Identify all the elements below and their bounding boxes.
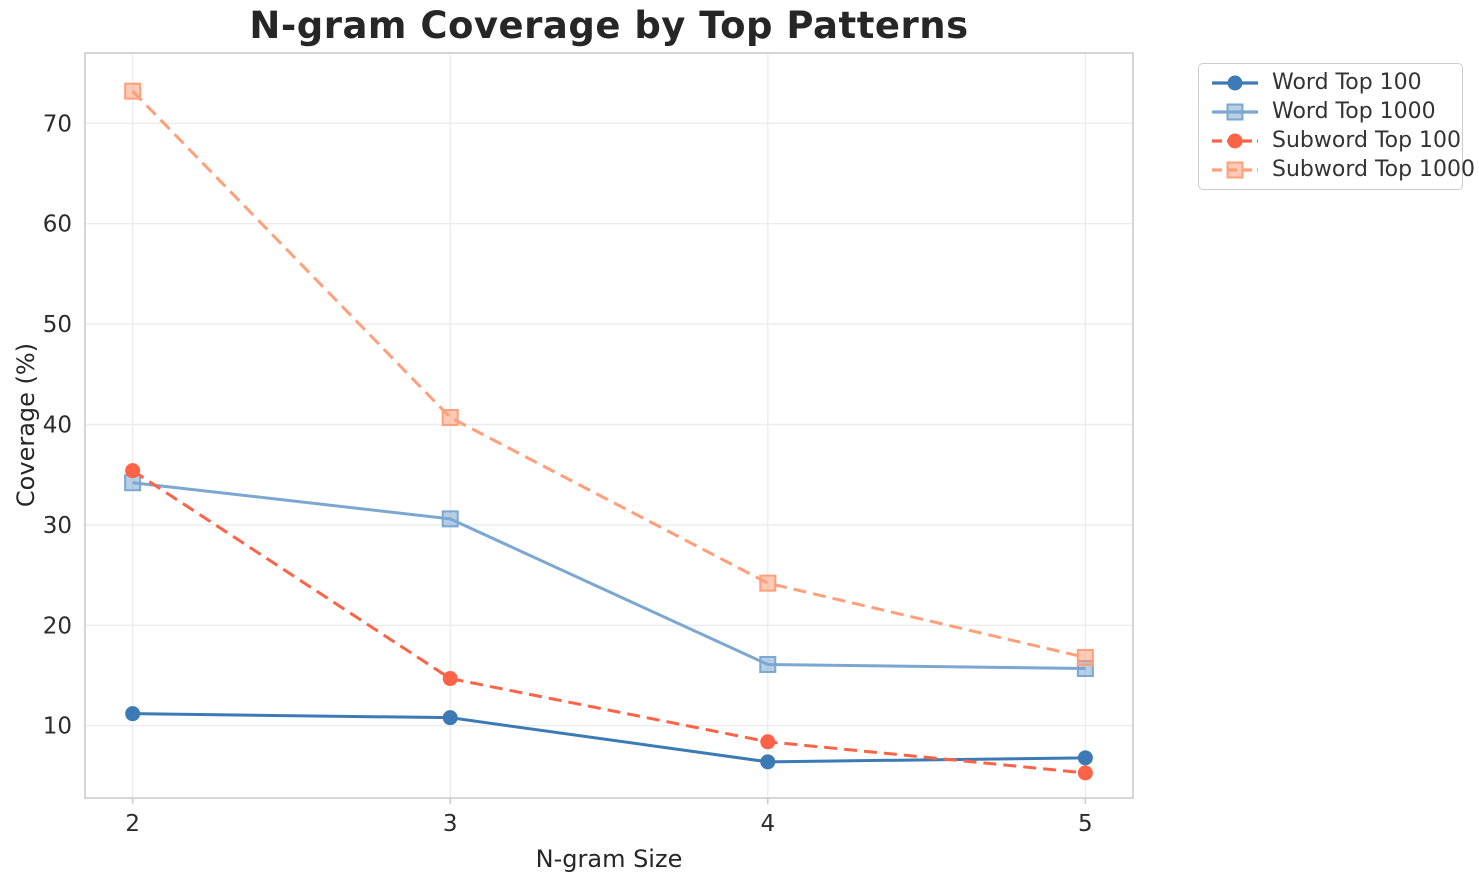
data-point-marker	[760, 734, 776, 750]
legend-label: Subword Top 1000	[1272, 156, 1476, 182]
data-point-marker	[442, 710, 458, 726]
svg-text:4: 4	[760, 811, 775, 837]
x-axis-label: N-gram Size	[535, 845, 683, 873]
series-line	[131, 90, 1086, 659]
y-tick-labels: 10 20 30 40 50 60 70	[43, 111, 72, 739]
x-tick-labels: 2 3 4 5	[125, 811, 1092, 837]
series-line	[132, 481, 1086, 670]
data-point-marker	[441, 510, 459, 528]
chart-title: N-gram Coverage by Top Patterns	[249, 4, 969, 47]
svg-text:30: 30	[43, 513, 72, 539]
legend-label: Word Top 1000	[1272, 99, 1436, 125]
legend-item-word-top-1000: Word Top 1000	[1211, 100, 1456, 124]
x-tick-marks	[131, 798, 1087, 804]
data-point-marker	[442, 671, 458, 687]
data-point-marker	[124, 82, 142, 100]
data-point-marker	[125, 463, 141, 479]
gridlines	[85, 53, 1133, 798]
data-point-marker	[1076, 648, 1094, 666]
data-point-marker	[759, 655, 777, 673]
data-point-marker	[125, 706, 141, 722]
svg-text:50: 50	[43, 312, 72, 338]
svg-text:60: 60	[43, 212, 72, 238]
series-subword-top-100	[125, 463, 1093, 781]
data-point-marker	[760, 754, 776, 770]
data-point-marker	[1077, 750, 1093, 766]
legend-circle-marker-icon	[1212, 133, 1258, 149]
svg-text:10: 10	[43, 714, 72, 740]
svg-text:2: 2	[125, 811, 140, 837]
data-point-marker	[1077, 765, 1093, 781]
plot-border	[84, 52, 1134, 799]
legend: Word Top 100 Word Top 1000 Subword Top 100…	[1198, 63, 1475, 190]
legend-square-marker-icon	[1212, 161, 1258, 179]
legend-square-marker-icon	[1212, 103, 1258, 121]
data-point-marker	[441, 408, 459, 426]
legend-item-word-top-100: Word Top 100	[1211, 71, 1456, 95]
svg-text:40: 40	[43, 412, 72, 438]
legend-label: Word Top 100	[1272, 70, 1422, 96]
series-word-top-1000	[124, 474, 1094, 677]
series-word-top-100	[125, 706, 1093, 770]
data-point-marker	[759, 574, 777, 592]
legend-item-subword-top-1000: Subword Top 1000	[1211, 158, 1475, 182]
svg-text:20: 20	[43, 613, 72, 639]
series-subword-top-1000	[124, 82, 1094, 666]
svg-text:70: 70	[43, 111, 72, 137]
legend-circle-marker-icon	[1212, 75, 1258, 91]
svg-text:3: 3	[443, 811, 458, 837]
legend-item-subword-top-100: Subword Top 100	[1211, 129, 1461, 153]
series-line	[131, 469, 1086, 775]
series-line	[132, 712, 1086, 764]
legend-label: Subword Top 100	[1272, 127, 1462, 153]
svg-text:5: 5	[1078, 811, 1093, 837]
